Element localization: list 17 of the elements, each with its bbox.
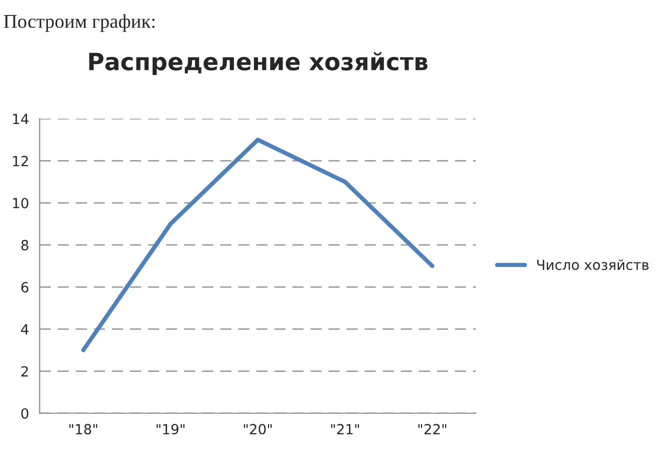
y-tick-label: 4 bbox=[21, 324, 28, 334]
legend-label: Число хозяйств bbox=[537, 259, 649, 270]
y-tick-label: 12 bbox=[13, 156, 28, 166]
line-series bbox=[81, 138, 434, 352]
x-tick-label: "22" bbox=[418, 424, 446, 434]
x-tick-label: "19" bbox=[156, 424, 184, 434]
x-tick-label: "18" bbox=[69, 424, 98, 434]
y-tick-label: 10 bbox=[13, 198, 28, 208]
y-tick-label: 8 bbox=[21, 240, 28, 250]
y-tick-label: 14 bbox=[13, 114, 28, 124]
y-tick-label: 0 bbox=[21, 408, 28, 419]
y-tick-label: 2 bbox=[21, 366, 28, 376]
text: Построим график: bbox=[4, 14, 155, 32]
x-tick-label: "21" bbox=[331, 424, 359, 434]
x-tick-label: "20" bbox=[244, 424, 272, 434]
y-tick-label: 6 bbox=[21, 282, 28, 293]
chart-title: Распределение хозяйств bbox=[89, 52, 428, 76]
